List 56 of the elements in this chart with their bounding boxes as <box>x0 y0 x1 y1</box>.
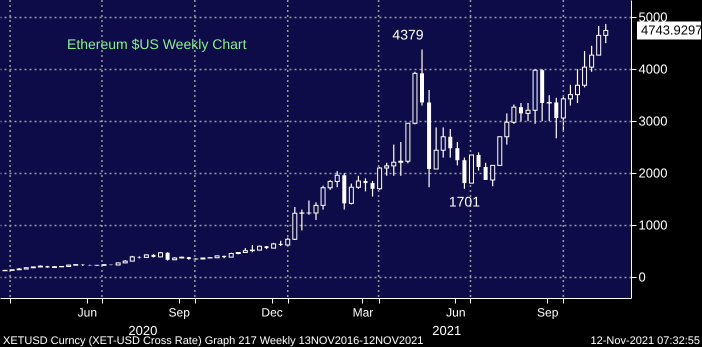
x-tick-label: Sep <box>168 306 190 320</box>
candlestick <box>526 102 531 122</box>
candlestick <box>574 68 580 104</box>
y-tick-label: 5000 <box>638 10 668 25</box>
candlestick <box>448 128 452 158</box>
candlestick <box>356 175 361 190</box>
candlestick <box>299 208 304 231</box>
candlestick <box>560 96 566 132</box>
candlestick <box>440 126 446 158</box>
x-tick-label: Sep <box>537 306 559 320</box>
candlestick <box>511 104 516 124</box>
text: XETUSD Curncy (XET-USD Cross Rate) Graph 217 Weekly 13NOV2016-12NOV2021 <box>3 335 424 347</box>
y-tick-label: 0 <box>638 270 646 285</box>
text: 2021 <box>432 323 462 338</box>
candlestick <box>391 144 396 176</box>
candlestick <box>518 102 523 122</box>
candlestick <box>554 97 558 139</box>
text: Ethereum $US Weekly Chart <box>67 36 247 52</box>
candlestick <box>370 180 375 198</box>
x-tick-label: Mar <box>352 306 374 320</box>
candlestick <box>603 23 608 44</box>
candlestick <box>314 202 319 221</box>
candlestick <box>278 240 283 247</box>
annotation: 4379 <box>392 26 424 42</box>
candlestick <box>582 50 588 88</box>
y-tick-label: 1000 <box>638 218 668 233</box>
candlestick <box>363 178 368 192</box>
y-tick-label: 4000 <box>638 62 668 77</box>
candlestick <box>398 141 404 176</box>
candlestick <box>334 170 340 188</box>
x-tick-label: Dec <box>261 306 283 320</box>
candlestick <box>348 182 354 205</box>
candlestick <box>455 141 460 166</box>
candlestick <box>434 126 439 170</box>
annotation: 1701 <box>448 194 480 210</box>
candlestick <box>589 45 594 72</box>
candlestick <box>377 166 382 190</box>
candlestick <box>490 164 496 187</box>
y-tick-label: 2000 <box>638 166 668 181</box>
candlestick <box>80 264 85 267</box>
x-tick-label: Jun <box>446 306 466 320</box>
candlestick <box>384 162 390 176</box>
candlestick <box>596 25 602 56</box>
candlestick <box>568 84 573 106</box>
x-tick-label: Jun <box>78 306 98 320</box>
candlestick <box>137 256 142 260</box>
candlestick <box>504 112 510 146</box>
y-tick-label: 3000 <box>638 114 668 129</box>
text: 12-Nov-2021 07:32:55 <box>590 335 700 347</box>
candlestick <box>484 162 488 181</box>
candlestick <box>320 185 326 210</box>
candlestick <box>546 94 552 122</box>
candlestick <box>462 156 466 190</box>
candlestick <box>476 152 481 172</box>
candlestick <box>328 179 333 190</box>
annotation: 4743.9297 <box>641 22 702 38</box>
